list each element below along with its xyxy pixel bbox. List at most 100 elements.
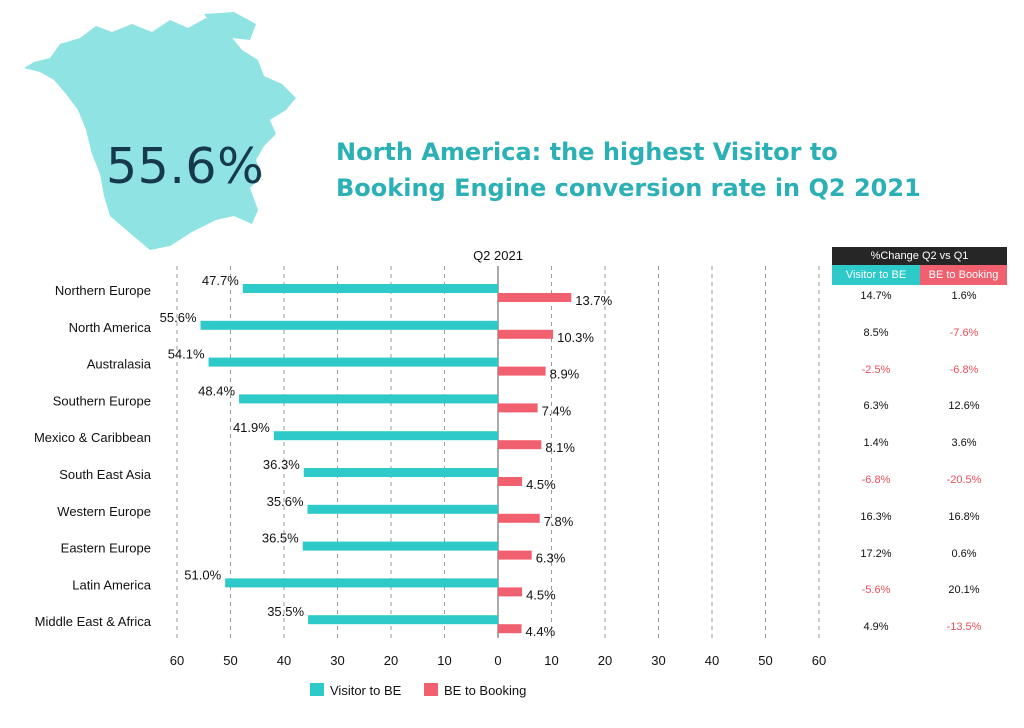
category-label: Middle East & Africa [35,614,152,629]
change-cell-visitor-to-be: -2.5% [861,363,891,376]
data-label-visitor-to-be: 54.1% [168,347,205,362]
north-america-map-icon [24,12,296,250]
change-table-title: %Change Q2 vs Q1 [832,247,1007,265]
category-label: Southern Europe [53,393,151,408]
change-cell-be-to-booking: -13.5% [946,621,982,634]
legend-swatch-visitor-to-be [310,683,324,696]
change-cell-visitor-to-be: 8.5% [863,326,889,339]
change-cell-be-to-booking: 1.6% [951,290,977,302]
bar-be-to-booking [498,550,532,560]
headline-line-1: North America: the highest Visitor to [336,138,838,166]
data-label-visitor-to-be: 35.6% [267,494,304,509]
chart-title: Q2 2021 [473,248,523,263]
data-label-visitor-to-be: 47.7% [202,273,239,288]
change-cell-visitor-to-be: 1.4% [863,437,889,450]
data-label-be-to-booking: 8.9% [550,367,580,382]
bar-layer [200,284,572,634]
category-label: Northern Europe [55,283,151,298]
bar-be-to-booking [498,366,546,376]
bar-be-to-booking [498,624,522,634]
data-label-be-to-booking: 4.5% [526,587,556,602]
data-label-be-to-booking: 6.3% [536,551,566,566]
category-label: Mexico & Caribbean [34,430,151,445]
change-cell-visitor-to-be: 14.7% [860,290,892,302]
x-tick-label: 40 [277,653,291,668]
label-layer: Northern Europe 47.7% 13.7% North America 55… [34,273,613,639]
diverging-bar-chart: Q2 2021 Northern Europe 47.7% 13.7% North A… [34,248,826,698]
grid-layer [176,266,820,638]
bar-be-to-booking [498,293,572,302]
category-label: North America [69,320,152,335]
data-label-be-to-booking: 8.1% [545,440,575,455]
x-tick-label: 0 [494,653,501,668]
data-label-be-to-booking: 7.4% [542,403,572,418]
headline-line-2: Booking Engine conversion rate in Q2 202… [336,174,921,202]
bar-visitor-to-be [242,284,498,293]
data-label-be-to-booking: 7.8% [544,514,574,529]
category-label: South East Asia [59,467,152,482]
tick-layer: 60 50 40 30 20 10 0 10 20 30 40 50 60 [170,653,826,668]
bar-be-to-booking [498,329,554,339]
data-label-visitor-to-be: 36.5% [262,531,299,546]
category-label: Australasia [87,357,152,372]
bar-visitor-to-be [208,357,498,367]
x-tick-label: 30 [651,653,665,668]
change-cell-be-to-booking: -6.8% [949,363,979,376]
x-tick-label: 60 [812,653,826,668]
bar-be-to-booking [498,440,542,450]
bar-be-to-booking [498,403,538,413]
category-label: Latin America [72,577,152,592]
x-tick-label: 50 [758,653,772,668]
bar-be-to-booking [498,513,540,523]
change-cell-visitor-to-be: 6.3% [863,400,889,413]
change-cell-visitor-to-be: 17.2% [860,547,892,560]
bar-visitor-to-be [302,541,498,551]
legend-label-visitor-to-be: Visitor to BE [330,683,402,698]
x-tick-label: 30 [330,653,344,668]
data-label-be-to-booking: 10.3% [557,330,594,345]
category-label: Western Europe [57,504,151,519]
change-cell-be-to-booking: -7.6% [949,326,979,339]
data-label-visitor-to-be: 55.6% [160,310,197,325]
data-label-visitor-to-be: 41.9% [233,420,270,435]
x-tick-label: 20 [598,653,612,668]
data-label-be-to-booking: 4.4% [526,624,556,639]
data-label-visitor-to-be: 48.4% [198,383,235,398]
category-label: Eastern Europe [61,541,151,556]
bar-visitor-to-be [308,615,498,625]
data-label-visitor-to-be: 51.0% [184,567,221,582]
data-label-be-to-booking: 4.5% [526,477,556,492]
change-table-header-visitor-to-be: Visitor to BE [832,265,920,285]
x-tick-label: 50 [223,653,237,668]
bar-visitor-to-be [303,468,498,477]
x-tick-label: 10 [544,653,558,668]
data-label-visitor-to-be: 35.5% [267,604,304,619]
change-cell-be-to-booking: 12.6% [948,400,980,413]
data-label-visitor-to-be: 36.3% [263,457,300,472]
data-label-be-to-booking: 13.7% [575,293,612,308]
bar-visitor-to-be [200,320,499,330]
change-cell-visitor-to-be: -6.8% [861,474,891,486]
x-tick-label: 20 [384,653,398,668]
change-cell-visitor-to-be: 4.9% [863,621,889,634]
chart-legend: Visitor to BE BE to Booking [310,683,526,698]
x-tick-label: 40 [705,653,719,668]
change-cell-be-to-booking: 20.1% [948,584,980,597]
north-america-map-shape [24,18,296,250]
change-cell-be-to-booking: -20.5% [946,474,982,486]
x-tick-label: 60 [170,653,184,668]
baffin-island-shape [170,60,196,86]
change-cell-be-to-booking: 3.6% [951,437,977,450]
change-cell-be-to-booking: 16.8% [948,510,980,523]
legend-swatch-be-to-booking [424,683,438,696]
greenland-shape [204,12,256,40]
bar-visitor-to-be [273,431,498,441]
change-cell-be-to-booking: 0.6% [951,547,977,560]
x-tick-label: 10 [437,653,451,668]
legend-label-be-to-booking: BE to Booking [444,683,526,698]
change-cell-visitor-to-be: 16.3% [860,510,892,523]
headline: North America: the highest Visitor to Bo… [336,134,936,206]
bar-visitor-to-be [307,504,498,514]
bar-visitor-to-be [239,394,498,404]
bar-be-to-booking [498,587,523,597]
